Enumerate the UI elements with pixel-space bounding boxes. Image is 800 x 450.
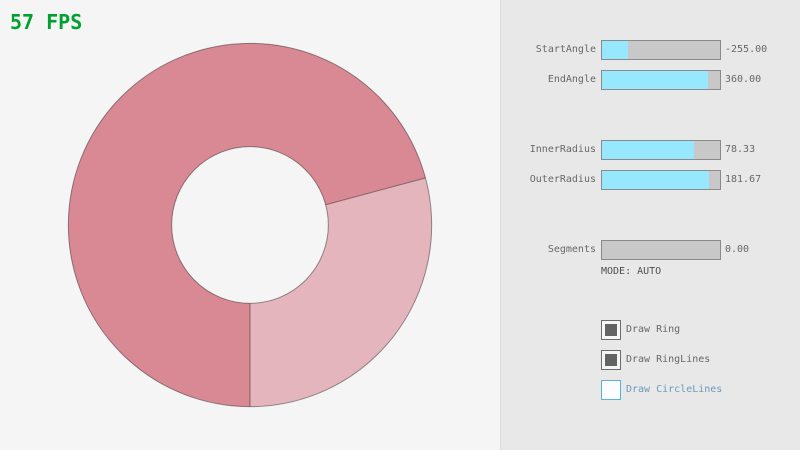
slider-fill bbox=[602, 41, 628, 59]
checkbox-label: Draw CircleLines bbox=[626, 384, 723, 395]
slider-label: EndAngle bbox=[547, 74, 596, 85]
slider-fill bbox=[602, 171, 710, 189]
slider-fill bbox=[602, 71, 709, 89]
mode-label: MODE: AUTO bbox=[601, 266, 662, 277]
slider-label: Segments bbox=[547, 244, 596, 255]
slider-value: 181.67 bbox=[725, 174, 762, 185]
fps-counter: 57 FPS bbox=[10, 10, 83, 34]
slider-row-start-angle: StartAngle -255.00 bbox=[501, 40, 800, 60]
checkbox-label: Draw Ring bbox=[626, 324, 681, 335]
control-panel: StartAngle -255.00 EndAngle 360.00 Inner… bbox=[500, 0, 800, 450]
draw-ring-checkbox-row: Draw Ring bbox=[601, 320, 791, 340]
ring-sector-dark bbox=[68, 43, 426, 407]
slider-row-segments: Segments 0.00 bbox=[501, 240, 800, 260]
slider-row-end-angle: EndAngle 360.00 bbox=[501, 70, 800, 90]
draw-circlelines-checkbox-row: Draw CircleLines bbox=[601, 380, 791, 400]
slider-label: InnerRadius bbox=[529, 144, 596, 155]
draw-ringlines-checkbox-row: Draw RingLines bbox=[601, 350, 791, 370]
slider-label: StartAngle bbox=[535, 44, 596, 55]
ring-outer-outline bbox=[67, 42, 433, 408]
slider-row-outer-radius: OuterRadius 181.67 bbox=[501, 170, 800, 190]
slider-value: 0.00 bbox=[725, 244, 750, 255]
slider-value: -255.00 bbox=[725, 44, 768, 55]
checkbox-label: Draw RingLines bbox=[626, 354, 711, 365]
ring-sector-light bbox=[250, 177, 432, 407]
outer-radius-slider[interactable] bbox=[601, 170, 721, 190]
slider-row-inner-radius: InnerRadius 78.33 bbox=[501, 140, 800, 160]
slider-label: OuterRadius bbox=[529, 174, 596, 185]
ring-edge-line bbox=[325, 177, 426, 206]
inner-radius-slider[interactable] bbox=[601, 140, 721, 160]
segments-slider[interactable] bbox=[601, 240, 721, 260]
draw-circlelines-checkbox[interactable] bbox=[601, 380, 621, 400]
end-angle-slider[interactable] bbox=[601, 70, 721, 90]
start-angle-slider[interactable] bbox=[601, 40, 721, 60]
slider-fill bbox=[602, 141, 695, 159]
slider-value: 78.33 bbox=[725, 144, 756, 155]
ring-inner-outline bbox=[171, 146, 329, 304]
draw-ringlines-checkbox[interactable] bbox=[601, 350, 621, 370]
checkmark-icon bbox=[605, 354, 617, 366]
draw-ring-checkbox[interactable] bbox=[601, 320, 621, 340]
slider-value: 360.00 bbox=[725, 74, 762, 85]
checkmark-icon bbox=[605, 324, 617, 336]
